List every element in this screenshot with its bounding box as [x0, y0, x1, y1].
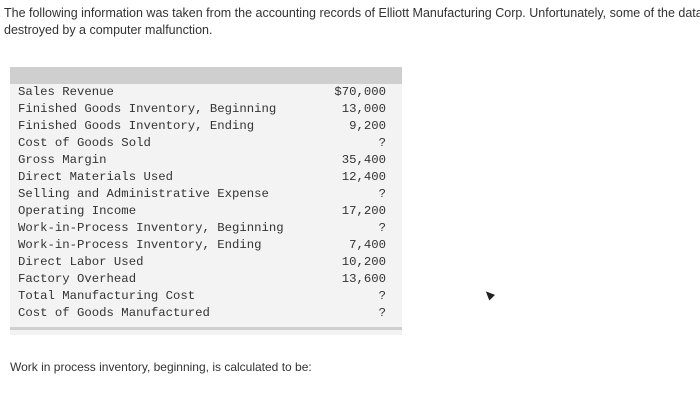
table-rows: Sales Revenue $70,000 Finished Goods Inv… [18, 84, 394, 322]
row-label: Cost of Goods Sold [18, 136, 151, 150]
table-row: Gross Margin 35,400 [18, 152, 394, 169]
table-row: Direct Labor Used 10,200 [18, 254, 394, 271]
row-value: ? [378, 289, 386, 303]
row-label: Gross Margin [18, 153, 107, 167]
row-value: 13,600 [341, 272, 386, 286]
row-value: $70,000 [334, 85, 386, 99]
row-label: Total Manufacturing Cost [18, 289, 196, 303]
table-row: Work-in-Process Inventory, Ending 7,400 [18, 237, 394, 254]
row-label: Finished Goods Inventory, Ending [18, 119, 255, 133]
row-label: Operating Income [18, 204, 137, 218]
question-prompt: Work in process inventory, beginning, is… [10, 360, 312, 374]
table-row: Total Manufacturing Cost ? [18, 288, 394, 305]
intro-paragraph: The following information was taken from… [4, 6, 700, 37]
accounting-data-table: Sales Revenue $70,000 Finished Goods Inv… [10, 67, 402, 335]
row-value: ? [378, 306, 386, 320]
table-row: Direct Materials Used 12,400 [18, 169, 394, 186]
table-row: Finished Goods Inventory, Ending 9,200 [18, 118, 394, 135]
row-label: Finished Goods Inventory, Beginning [18, 102, 277, 116]
row-value: 12,400 [341, 170, 386, 184]
row-value: 35,400 [341, 153, 386, 167]
row-label: Work-in-Process Inventory, Beginning [18, 221, 284, 235]
row-value: 7,400 [349, 238, 386, 252]
row-label: Sales Revenue [18, 85, 114, 99]
row-label: Direct Materials Used [18, 170, 173, 184]
row-label: Direct Labor Used [18, 255, 144, 269]
row-value: 17,200 [341, 204, 386, 218]
row-value: 10,200 [341, 255, 386, 269]
row-label: Work-in-Process Inventory, Ending [18, 238, 262, 252]
row-value: ? [378, 221, 386, 235]
mouse-cursor-icon [482, 288, 496, 301]
table-row: Work-in-Process Inventory, Beginning ? [18, 220, 394, 237]
table-row: Sales Revenue $70,000 [18, 84, 394, 101]
row-value: 9,200 [349, 119, 386, 133]
row-value: ? [378, 136, 386, 150]
row-label: Selling and Administrative Expense [18, 187, 269, 201]
table-row: Factory Overhead 13,600 [18, 271, 394, 288]
table-row: Operating Income 17,200 [18, 203, 394, 220]
row-label: Cost of Goods Manufactured [18, 306, 210, 320]
row-label: Factory Overhead [18, 272, 137, 286]
row-value: ? [378, 187, 386, 201]
table-row: Selling and Administrative Expense ? [18, 186, 394, 203]
row-value: 13,000 [341, 102, 386, 116]
table-row: Cost of Goods Manufactured ? [18, 305, 394, 322]
table-row: Finished Goods Inventory, Beginning 13,0… [18, 101, 394, 118]
table-row: Cost of Goods Sold ? [18, 135, 394, 152]
table-header-bar [10, 67, 402, 84]
table-footer-bar [10, 327, 402, 330]
